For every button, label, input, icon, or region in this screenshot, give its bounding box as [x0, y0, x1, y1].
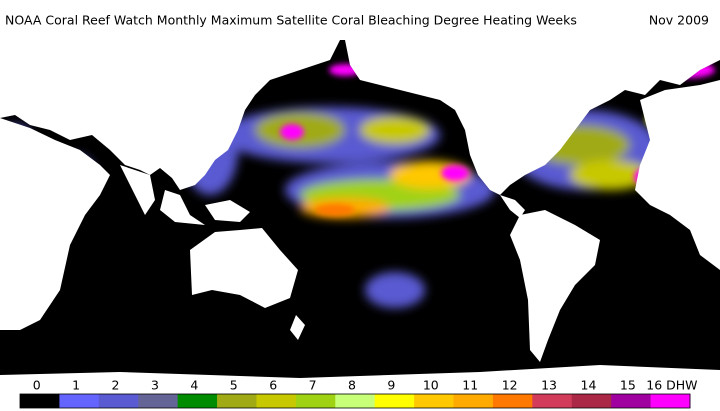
- legend-swatch: [492, 394, 533, 408]
- legend-swatch: [177, 394, 218, 408]
- legend-swatch: [295, 394, 336, 408]
- legend-swatch: [256, 394, 297, 408]
- legend-label: 3: [151, 378, 159, 393]
- legend: 0 1 2 3 4 5 6 7 8 9 10 11 12 13 14 15 16 DHW: [19, 378, 698, 409]
- legend-label: 16 DHW: [646, 378, 697, 393]
- legend-swatch: [571, 394, 612, 408]
- legend-label: 8: [348, 378, 356, 393]
- legend-border: [19, 393, 691, 409]
- title: NOAA Coral Reef Watch Monthly Maximum Sa…: [5, 13, 577, 28]
- legend-swatch: [20, 394, 60, 408]
- legend-swatch: [98, 394, 139, 408]
- legend-label: 7: [309, 378, 317, 393]
- legend-swatch: [217, 394, 257, 408]
- legend-swatch: [374, 394, 415, 408]
- legend-label: 15: [620, 378, 636, 393]
- legend-swatch: [532, 394, 573, 408]
- legend-label: 9: [387, 378, 395, 393]
- legend-label: 12: [502, 378, 518, 393]
- legend-label: 4: [190, 378, 198, 393]
- legend-label: 1: [72, 378, 80, 393]
- legend-label: 13: [541, 378, 557, 393]
- legend-swatch: [650, 394, 691, 408]
- legend-label: 14: [581, 378, 597, 393]
- map: [0, 40, 720, 390]
- legend-swatch: [414, 394, 455, 408]
- legend-swatch: [453, 394, 494, 408]
- legend-swatch: [59, 394, 100, 408]
- legend-swatch: [335, 394, 376, 408]
- legend-swatch: [138, 394, 179, 408]
- land: [0, 40, 720, 390]
- date: Nov 2009: [649, 13, 709, 28]
- legend-swatch: [611, 394, 652, 408]
- legend-label: 0: [33, 378, 41, 393]
- legend-label: 6: [269, 378, 277, 393]
- legend-label: 11: [462, 378, 478, 393]
- legend-label: 5: [230, 378, 238, 393]
- legend-label: 10: [423, 378, 439, 393]
- legend-label: 2: [112, 378, 120, 393]
